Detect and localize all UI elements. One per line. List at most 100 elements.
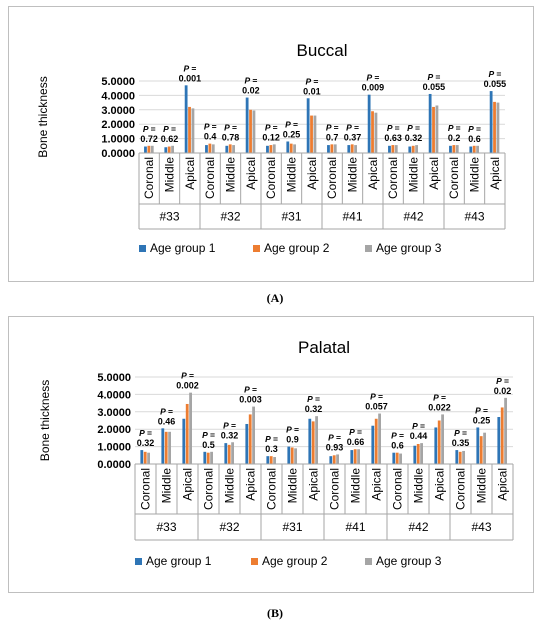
p-value-prefix: P =	[370, 392, 383, 402]
bar	[497, 417, 501, 464]
bar	[310, 115, 313, 153]
bar	[437, 420, 441, 464]
bar	[469, 146, 473, 153]
p-value-label: 0.93	[326, 442, 344, 452]
p-value-prefix: P =	[346, 122, 359, 132]
p-value-prefix: P =	[326, 122, 339, 132]
bar	[353, 449, 357, 464]
region-tick-label: Middle	[407, 157, 421, 193]
bar	[245, 423, 249, 464]
tooth-label: #42	[403, 210, 423, 224]
p-value-label: 0.057	[365, 402, 388, 412]
bar	[388, 145, 391, 153]
p-value-prefix: P =	[307, 394, 320, 404]
bar	[188, 106, 191, 153]
bar	[140, 450, 144, 464]
p-value-label: 0.63	[384, 133, 402, 143]
bar	[374, 418, 378, 464]
p-value-label: 0.6	[468, 134, 481, 144]
bar	[455, 450, 459, 464]
region-tick-label: Coronal	[325, 157, 339, 199]
p-value-label: 0.01	[303, 86, 321, 96]
bar	[189, 392, 192, 464]
bar	[333, 144, 337, 153]
y-tick-label: 5.0000	[101, 76, 135, 88]
bar	[332, 455, 336, 464]
p-value-prefix: P =	[366, 73, 379, 83]
p-value-prefix: P =	[407, 123, 420, 133]
region-tick-label: Coronal	[264, 157, 278, 199]
p-value-label: 0.055	[484, 79, 507, 89]
y-tick-label: 5.0000	[97, 372, 131, 384]
p-value-prefix: P =	[204, 122, 217, 132]
tooth-label: #32	[219, 520, 239, 534]
bar	[371, 111, 374, 153]
p-value-prefix: P =	[183, 63, 196, 73]
bar	[493, 101, 496, 153]
region-tick-label: Middle	[160, 468, 174, 504]
y-tick-label: 2.0000	[101, 119, 135, 131]
legend-swatch	[139, 245, 146, 252]
tooth-label: #41	[345, 520, 365, 534]
bar	[394, 145, 398, 153]
bar	[479, 436, 483, 464]
p-value-prefix: P =	[412, 421, 425, 431]
p-value-prefix: P =	[181, 371, 194, 381]
bar	[336, 454, 339, 464]
bar	[374, 112, 378, 153]
bar	[416, 443, 420, 464]
region-tick-label: Coronal	[142, 157, 156, 199]
bar	[408, 146, 412, 153]
region-tick-label: Coronal	[328, 468, 342, 510]
p-value-label: 0.32	[405, 133, 423, 143]
tooth-label: #33	[159, 210, 179, 224]
bar	[413, 445, 417, 464]
tooth-label: #31	[282, 520, 302, 534]
bar	[432, 106, 435, 153]
bar	[500, 407, 504, 464]
bar	[452, 145, 456, 153]
tooth-label: #42	[408, 520, 428, 534]
region-tick-label: Middle	[224, 157, 238, 193]
bar	[164, 147, 168, 153]
bar	[483, 432, 486, 464]
region-tick-label: Apical	[307, 468, 321, 501]
region-tick-label: Coronal	[202, 468, 216, 510]
caption-b-text: (B)	[267, 606, 283, 620]
p-value-prefix: P =	[448, 123, 461, 133]
tooth-label: #41	[342, 210, 362, 224]
p-value-label: 0.5	[202, 440, 215, 450]
bar	[228, 144, 232, 153]
bar	[378, 413, 381, 464]
p-value-label: 0.35	[452, 438, 470, 448]
bar	[428, 93, 432, 153]
p-value-label: 0.25	[473, 415, 491, 425]
legend-swatch	[365, 245, 372, 252]
bar	[315, 416, 318, 464]
p-value-label: 0.46	[158, 416, 176, 426]
region-tick-label: Apical	[366, 157, 380, 190]
buccal-chart: Buccal Bone thickness 0.0000 1.0000 2.0000 3.…	[36, 41, 507, 255]
bar	[411, 145, 415, 153]
p-value-prefix: P =	[349, 427, 362, 437]
region-tick-label: Apical	[370, 468, 384, 501]
bar	[392, 452, 396, 464]
bar	[227, 444, 231, 464]
bar	[206, 452, 210, 464]
bar	[272, 144, 276, 153]
region-tick-label: Coronal	[386, 157, 400, 199]
region-tick-label: Apical	[496, 468, 510, 501]
region-tick-label: Middle	[163, 157, 177, 193]
p-value-label: 0.44	[410, 431, 428, 441]
bar	[306, 98, 310, 153]
region-tick-label: Apical	[181, 468, 195, 501]
bar	[171, 145, 174, 153]
p-value-prefix: P =	[202, 430, 215, 440]
y-tick-label: 4.0000	[97, 389, 131, 401]
p-value-prefix: P =	[433, 392, 446, 402]
y-tick-label: 3.0000	[101, 105, 135, 117]
p-value-label: 0.003	[239, 395, 262, 405]
p-value-prefix: P =	[427, 72, 440, 82]
tooth-label: #31	[281, 210, 301, 224]
bar	[455, 145, 459, 153]
